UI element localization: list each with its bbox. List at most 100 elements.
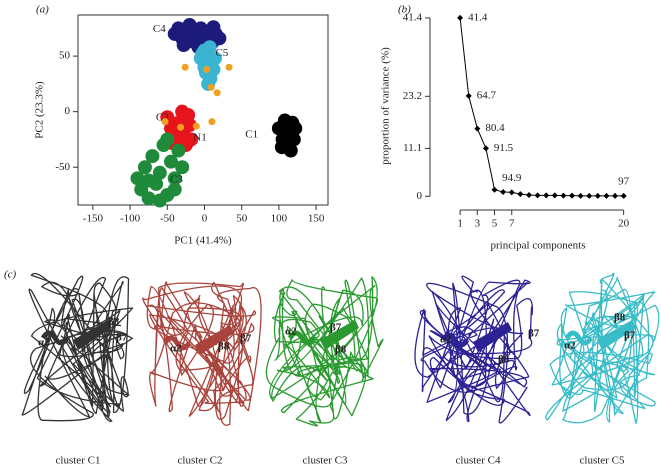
data-point	[577, 192, 584, 199]
data-point	[465, 92, 472, 99]
cluster-label: C1	[245, 129, 258, 141]
y-tick-label: 0	[417, 190, 423, 202]
protein-ribbon	[21, 273, 134, 422]
protein-ribbon	[414, 275, 533, 424]
structure-label: α2	[170, 343, 182, 355]
panel-label: (b)	[398, 4, 411, 16]
y-axis-label: PC2 (23.3%)	[34, 81, 46, 139]
structure-caption: cluster C5	[580, 455, 625, 467]
alpha-helix	[564, 330, 594, 346]
data-point	[525, 191, 532, 198]
data-point	[283, 143, 298, 158]
structure-label: β7	[116, 332, 128, 344]
data-point	[457, 14, 464, 21]
panel-label: (a)	[36, 4, 49, 16]
cluster-label: C3	[170, 173, 183, 185]
data-point	[560, 192, 567, 199]
beta-strand	[195, 325, 234, 355]
data-point	[474, 125, 481, 132]
structure-label: β7	[528, 328, 540, 340]
data-point	[181, 63, 189, 71]
x-tick-label: 7	[509, 218, 515, 230]
data-point	[517, 191, 524, 198]
y-tick-label: 0	[65, 105, 71, 117]
data-point	[603, 192, 610, 199]
data-point	[225, 63, 233, 71]
structure-caption: cluster C4	[456, 455, 501, 467]
structure-label: β8	[614, 312, 626, 324]
data-point	[508, 189, 515, 196]
x-tick-label: -100	[120, 213, 141, 225]
data-point	[202, 40, 217, 55]
x-tick-label: 100	[271, 213, 288, 225]
data-point	[176, 38, 191, 52]
data-point	[207, 83, 215, 91]
data-point	[213, 89, 221, 97]
cluster-label: C5	[215, 47, 228, 59]
data-point	[192, 122, 200, 130]
data-point	[173, 124, 188, 139]
structure-label: α2	[564, 340, 576, 352]
x-tick-label: 5	[492, 218, 498, 230]
x-tick-label: 0	[202, 213, 208, 225]
x-tick-label: 150	[308, 213, 325, 225]
data-point	[594, 192, 601, 199]
alpha-helix	[40, 330, 70, 346]
structure-label: α2	[440, 334, 452, 346]
protein-ribbon	[265, 276, 384, 427]
data-point	[569, 192, 575, 199]
cumulative-label: 91.5	[494, 142, 514, 154]
data-point	[279, 126, 294, 141]
data-point	[500, 188, 507, 195]
data-point	[612, 192, 619, 199]
data-point	[152, 165, 167, 180]
data-point	[164, 154, 179, 169]
x-axis-label: principal components	[490, 240, 585, 252]
alpha-helix	[162, 335, 192, 351]
structure-label: α2	[38, 337, 50, 349]
x-tick-label: 50	[236, 213, 248, 225]
data-point	[137, 160, 152, 175]
data-point	[534, 192, 541, 199]
data-point	[620, 192, 627, 199]
cumulative-label: 80.4	[485, 122, 505, 134]
beta-strand	[473, 322, 512, 352]
structure-label: β8	[108, 316, 120, 328]
data-point	[208, 118, 216, 126]
data-point	[177, 123, 185, 131]
data-point	[171, 143, 186, 158]
structure-label: β8	[498, 354, 510, 366]
cumulative-label: 97	[618, 175, 630, 187]
data-point	[141, 191, 156, 206]
protein-ribbon	[142, 281, 262, 426]
cluster-label: C4	[153, 23, 166, 35]
data-point	[145, 149, 160, 164]
data-point	[161, 118, 169, 126]
y-tick-label: 50	[59, 50, 71, 62]
data-point	[212, 31, 227, 46]
x-tick-label: -50	[160, 213, 175, 225]
x-tick-label: 1	[457, 218, 463, 230]
structure-caption: cluster C3	[303, 455, 348, 467]
beta-strand	[597, 320, 636, 350]
data-point	[482, 145, 489, 152]
y-tick-label: 41.4	[403, 11, 423, 23]
cluster-label: N1	[193, 132, 206, 144]
data-point	[203, 65, 211, 73]
data-point	[207, 51, 222, 66]
data-point	[152, 193, 167, 208]
data-point	[160, 132, 175, 147]
x-tick-label: 20	[618, 218, 630, 230]
cumulative-label: 64.7	[477, 89, 497, 101]
y-tick-label: -50	[55, 161, 70, 173]
structure-label: α2	[285, 326, 297, 338]
data-point	[167, 182, 182, 197]
data-point	[130, 171, 145, 186]
data-point	[167, 171, 182, 186]
alpha-helix	[440, 332, 470, 348]
y-tick-label: 23.2	[403, 90, 422, 102]
x-axis-label: PC1 (41.4%)	[174, 235, 232, 247]
data-point	[543, 192, 550, 199]
panel-label: (c)	[4, 269, 17, 281]
